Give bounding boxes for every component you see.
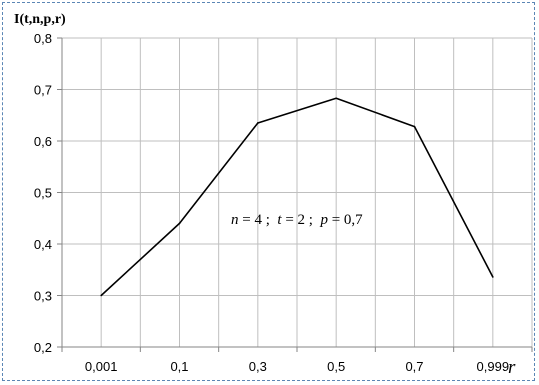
parameter-annotation: n = 4 ; t = 2 ; p = 0,7 bbox=[231, 212, 363, 228]
annotation-t-val: = 2 ; bbox=[282, 212, 321, 228]
x-tick-label: 0,1 bbox=[170, 359, 188, 374]
y-tick-label: 0,7 bbox=[34, 83, 52, 98]
data-point bbox=[413, 125, 416, 128]
annotation-p-var: p bbox=[319, 212, 328, 228]
x-tick-label: 0,3 bbox=[249, 359, 267, 374]
data-point bbox=[492, 276, 494, 278]
chart-border bbox=[2, 2, 535, 381]
x-tick-label: 0,001 bbox=[85, 359, 118, 374]
annotation-n-val: = 4 ; bbox=[239, 212, 278, 228]
gridlines bbox=[62, 37, 533, 347]
x-tick-label: 0,7 bbox=[405, 359, 423, 374]
y-tick-label: 0,4 bbox=[34, 237, 52, 252]
y-axis-label: I(t,n,p,r) bbox=[14, 12, 66, 27]
axes bbox=[57, 37, 533, 352]
y-tick-label: 0,3 bbox=[34, 289, 52, 304]
annotation-t-var: t bbox=[277, 212, 282, 228]
y-tick-labels: 0,2 0,3 0,4 0,5 0,6 0,7 0,8 bbox=[34, 31, 52, 355]
data-point bbox=[257, 122, 259, 124]
y-tick-label: 0,5 bbox=[34, 186, 52, 201]
y-tick-label: 0,6 bbox=[34, 134, 52, 149]
x-tick-label: 0,999 bbox=[477, 359, 510, 374]
x-tick-label: 0,5 bbox=[327, 359, 345, 374]
series bbox=[100, 97, 494, 297]
series-line bbox=[100, 97, 494, 297]
y-tick-label: 0,2 bbox=[34, 340, 52, 355]
y-tick-label: 0,8 bbox=[34, 31, 52, 46]
data-point bbox=[100, 294, 102, 297]
annotation-p-val: = 0,7 bbox=[328, 212, 363, 228]
data-point bbox=[335, 97, 337, 100]
x-axis-label: r bbox=[508, 357, 516, 378]
x-tick-labels: 0,001 0,1 0,3 0,5 0,7 0,999 bbox=[85, 359, 509, 374]
data-point bbox=[178, 222, 181, 225]
annotation-n-var: n bbox=[231, 212, 239, 228]
